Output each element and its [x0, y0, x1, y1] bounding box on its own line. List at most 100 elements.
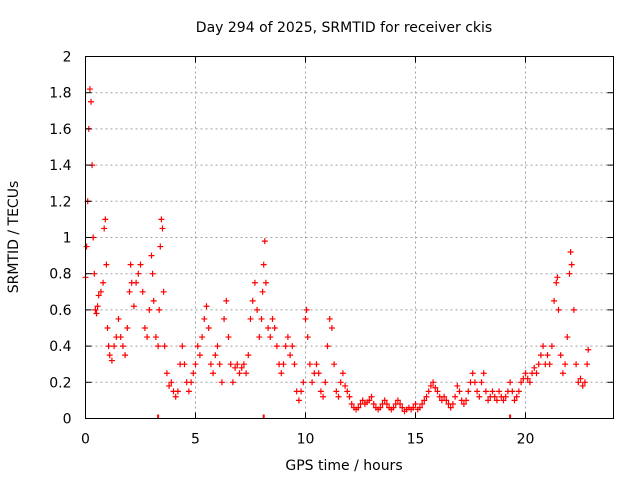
data-point [507, 379, 514, 386]
data-point [152, 334, 159, 341]
data-point [127, 261, 134, 268]
data-point [463, 397, 470, 404]
data-point [585, 346, 592, 353]
x-axis-label: GPS time / hours [285, 458, 402, 474]
data-point [259, 288, 266, 295]
data-point [185, 388, 192, 395]
data-point [324, 343, 331, 350]
data-point [557, 352, 564, 359]
data-point [540, 343, 547, 350]
grid-lines [85, 56, 614, 419]
data-point [265, 325, 272, 331]
data-point [567, 248, 574, 255]
data-point [159, 225, 166, 232]
data-point [155, 343, 162, 350]
data-point [124, 325, 131, 331]
data-point [203, 303, 210, 310]
data-point [157, 243, 164, 250]
data-point [335, 393, 342, 400]
data-point [304, 334, 311, 341]
data-point [232, 364, 239, 371]
data-point [150, 297, 157, 304]
data-point [181, 361, 188, 368]
data-point [432, 384, 439, 391]
data-point [434, 388, 441, 395]
data-point [383, 401, 390, 408]
data-point [447, 404, 454, 411]
data-point [381, 397, 388, 404]
data-point [105, 343, 112, 350]
data-point [309, 379, 316, 386]
y-tick-label: 1 [63, 231, 72, 247]
data-point [526, 379, 533, 386]
data-point [303, 306, 310, 313]
data-point [513, 393, 520, 400]
data-point [149, 270, 156, 277]
data-point [249, 297, 256, 304]
data-point [100, 279, 107, 286]
data-point [254, 306, 261, 313]
x-tick-label: 5 [191, 432, 200, 448]
data-point [368, 393, 375, 400]
data-point [410, 404, 417, 411]
data-point [359, 397, 366, 404]
data-point [320, 393, 327, 400]
tick-marks [85, 56, 614, 419]
data-point [355, 404, 362, 411]
data-point [216, 361, 223, 368]
data-point [298, 388, 305, 395]
data-point [245, 352, 252, 359]
data-point [247, 315, 254, 322]
data-point [174, 388, 181, 395]
x-tick-label: 15 [407, 432, 425, 448]
data-point [261, 238, 268, 245]
data-point [551, 297, 558, 304]
data-point [326, 315, 333, 322]
data-point [493, 397, 500, 404]
data-point [104, 325, 111, 331]
data-point [251, 279, 258, 286]
data-point [256, 334, 263, 341]
plot-frame [85, 56, 614, 419]
data-point [229, 379, 236, 386]
data-point [370, 401, 377, 408]
y-axis-label: SRMTID / TECUs [6, 181, 22, 294]
data-point [491, 393, 498, 400]
data-point [573, 361, 580, 368]
axis-marks [157, 414, 512, 419]
data-point [452, 393, 459, 400]
data-point [502, 393, 509, 400]
data-point [554, 274, 561, 281]
data-point [122, 352, 129, 359]
data-point [144, 334, 151, 341]
data-point [156, 306, 163, 313]
data-point [284, 334, 291, 341]
data-point [482, 388, 489, 395]
data-point [515, 388, 522, 395]
data-point [192, 361, 199, 368]
data-point [416, 404, 423, 411]
data-point [205, 325, 212, 331]
data-point [135, 270, 142, 277]
data-point [117, 334, 124, 341]
data-point [92, 306, 99, 313]
data-point [344, 388, 351, 395]
x-tick-label: 20 [517, 432, 535, 448]
y-tick-labels: 0 0.2 0.4 0.6 0.8 1 1.2 1.4 1.6 1.8 2 [49, 50, 71, 428]
data-point [278, 370, 285, 377]
y-tick-label: 1.4 [49, 158, 71, 174]
data-point [366, 397, 373, 404]
data-point [430, 379, 437, 386]
x-tick-label: 10 [297, 432, 315, 448]
data-point [535, 361, 542, 368]
data-point [562, 361, 569, 368]
data-point [397, 401, 404, 408]
y-tick-label: 2 [63, 50, 72, 66]
data-point [412, 401, 419, 408]
y-tick-label: 0.6 [49, 303, 71, 319]
data-point [137, 261, 144, 268]
data-point [172, 393, 179, 400]
data-point [570, 306, 577, 313]
data-point [223, 297, 230, 304]
data-point [227, 361, 234, 368]
